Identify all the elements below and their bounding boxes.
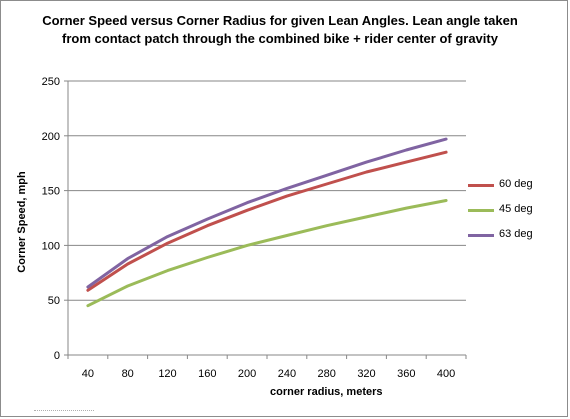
legend-item: 45 deg xyxy=(466,203,566,228)
x-tick-label: 120 xyxy=(158,368,176,380)
series-line xyxy=(86,150,448,292)
legend-label: 45 deg xyxy=(499,203,533,215)
legend-item: 63 deg xyxy=(466,228,566,253)
x-tick-label: 40 xyxy=(82,368,94,380)
chart-title: Corner Speed versus Corner Radius for gi… xyxy=(42,13,518,46)
y-tick-label: 250 xyxy=(42,76,60,88)
corner-decoration xyxy=(34,410,94,416)
legend-swatch xyxy=(468,209,494,212)
y-tick-label: 100 xyxy=(42,240,60,252)
y-tick-label: 200 xyxy=(42,131,60,143)
legend: 60 deg 45 deg 63 deg xyxy=(466,178,566,253)
legend-swatch xyxy=(468,234,494,237)
x-tick-label: 400 xyxy=(437,368,455,380)
legend-label: 63 deg xyxy=(499,228,533,240)
x-tick-label: 160 xyxy=(198,368,216,380)
y-tick-label: 150 xyxy=(42,186,60,198)
x-tick-label: 80 xyxy=(122,368,134,380)
x-axis-label: corner radius, meters xyxy=(270,386,383,398)
y-tick-label: 50 xyxy=(48,295,60,307)
series-line xyxy=(86,137,448,289)
x-tick-label: 240 xyxy=(278,368,296,380)
series-line xyxy=(86,199,448,308)
x-tick-label: 320 xyxy=(357,368,375,380)
y-axis-label: Corner Speed, mph xyxy=(16,171,28,273)
legend-item: 60 deg xyxy=(466,178,566,203)
legend-label: 60 deg xyxy=(499,178,533,190)
x-tick-label: 200 xyxy=(238,368,256,380)
y-tick-label: 0 xyxy=(54,350,60,362)
legend-swatch xyxy=(468,184,494,187)
x-tick-label: 360 xyxy=(397,368,415,380)
x-tick-label: 280 xyxy=(318,368,336,380)
